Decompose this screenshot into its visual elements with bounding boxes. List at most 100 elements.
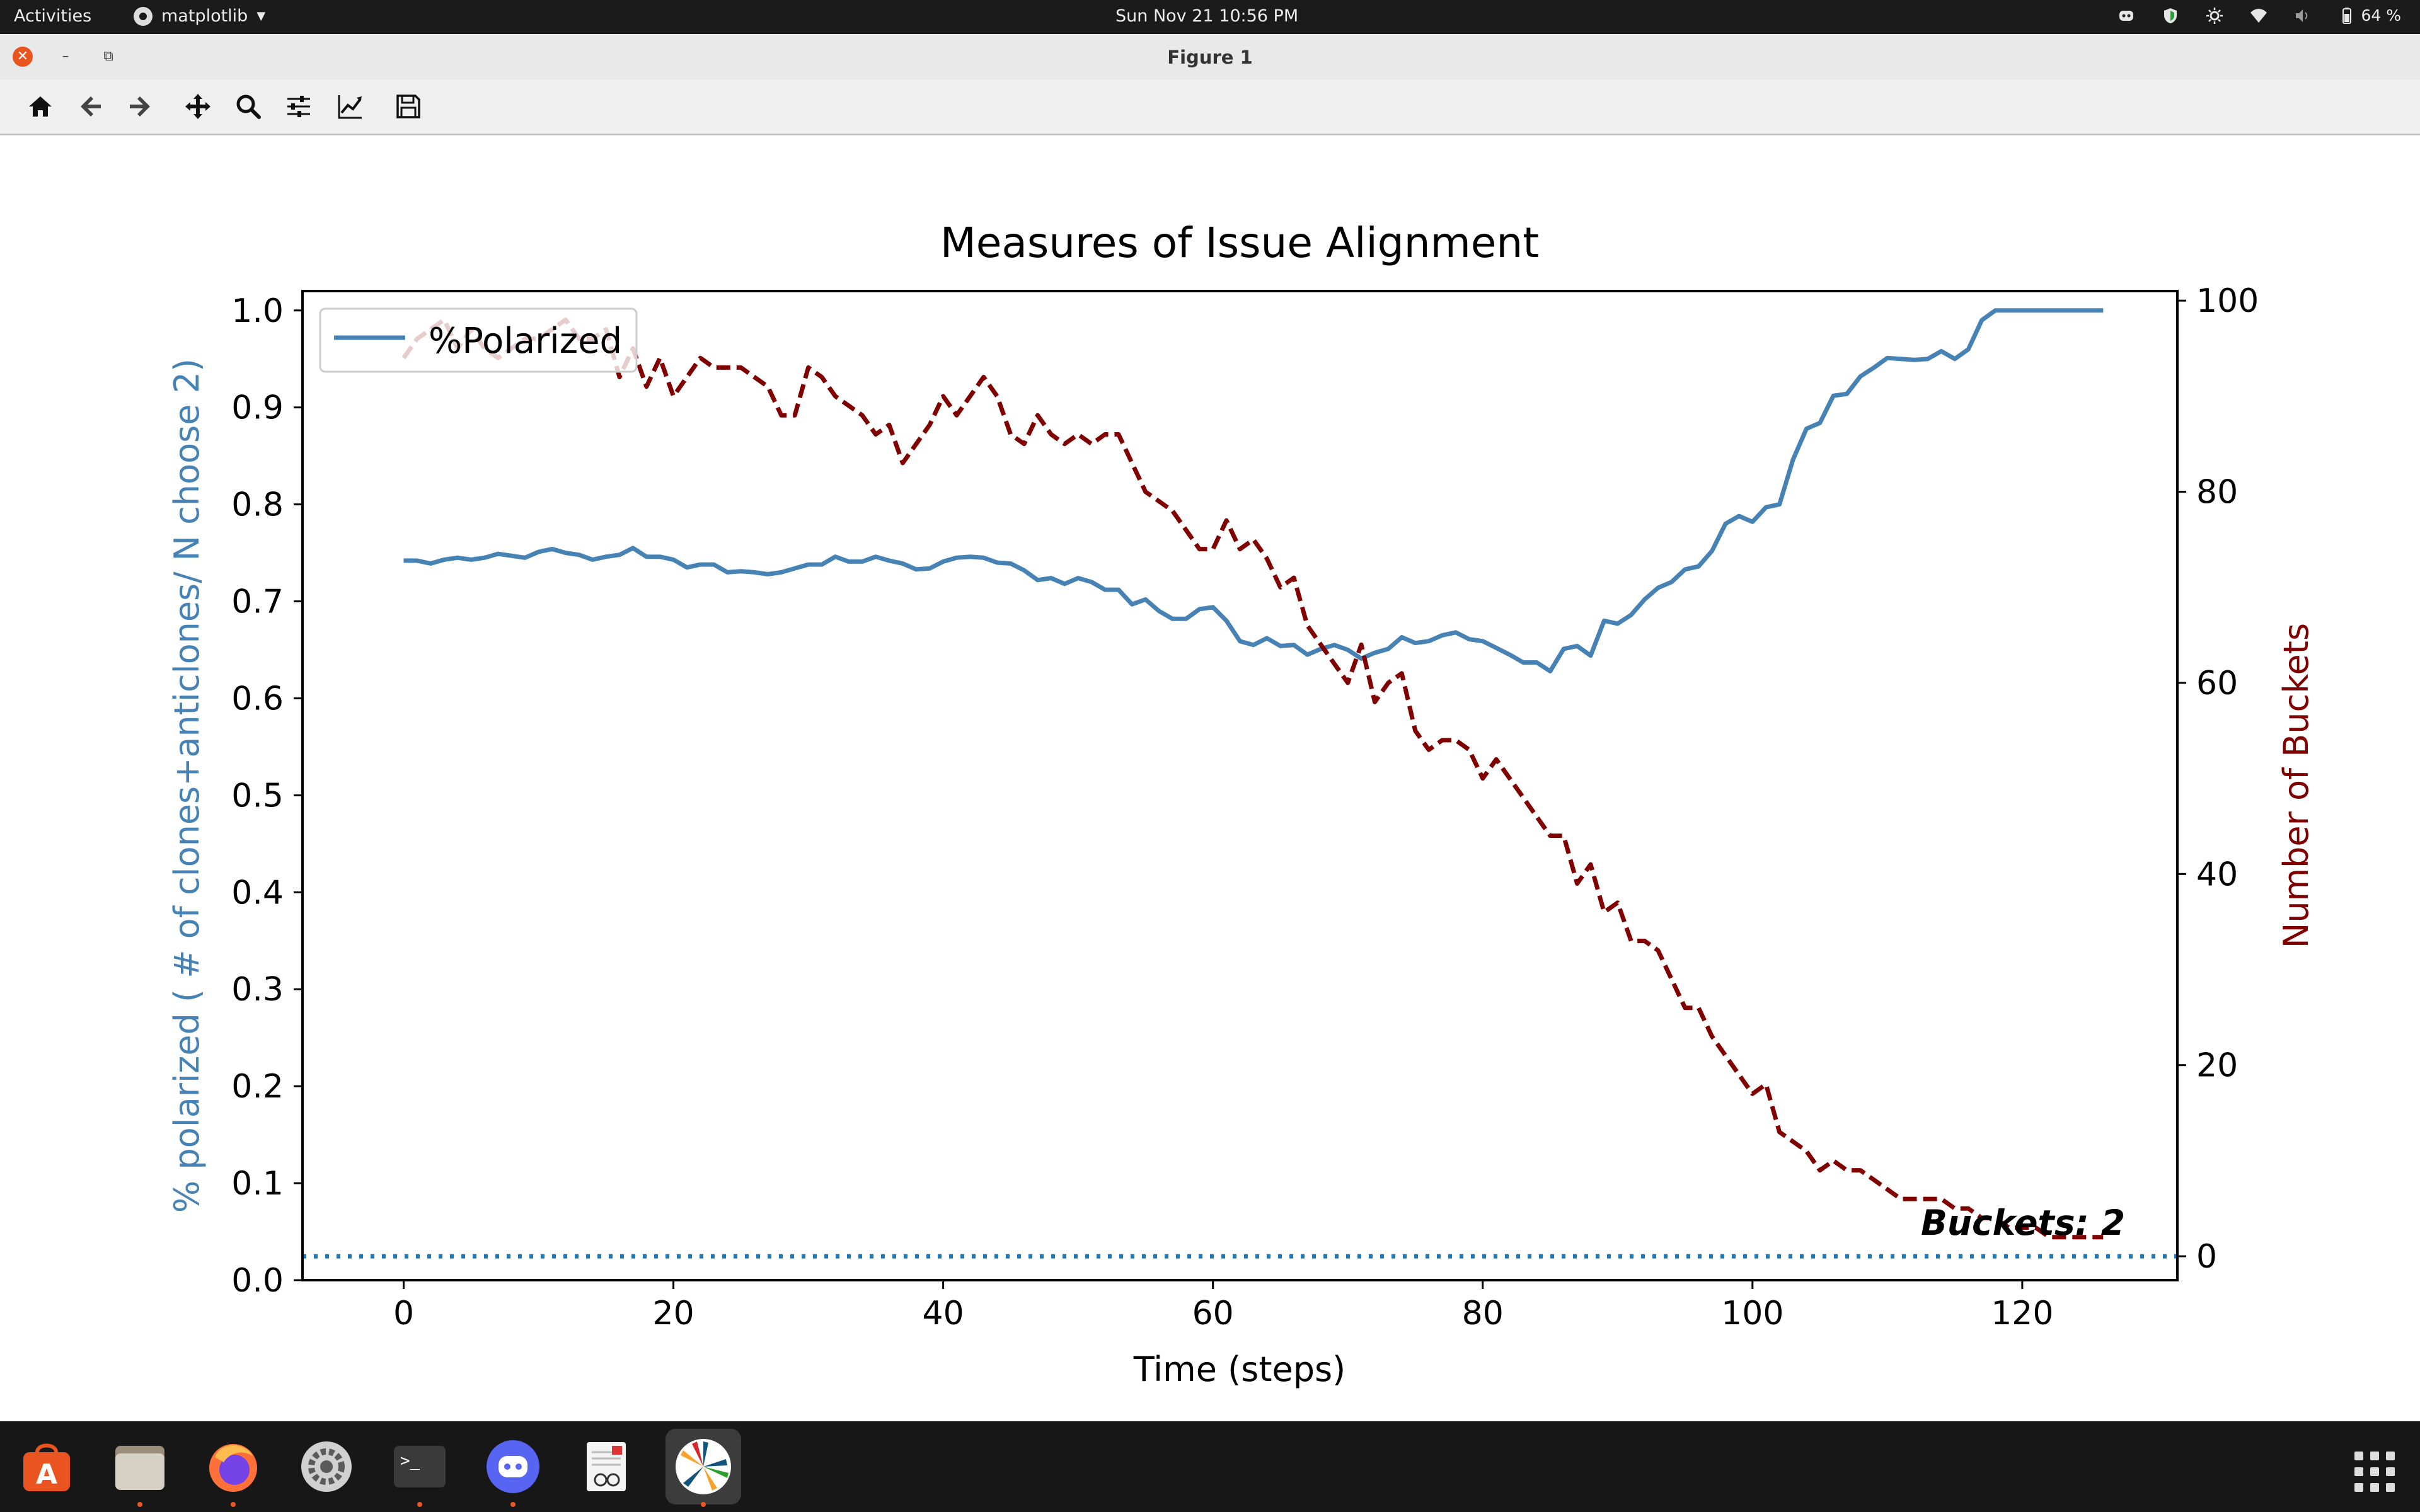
y-tick-label-left: 0.9 — [231, 389, 284, 427]
y-tick-label-right: 0 — [2196, 1238, 2217, 1276]
x-tick-label: 40 — [923, 1295, 964, 1332]
y-tick-label-left: 0.8 — [231, 486, 284, 524]
y-tick-label-right: 80 — [2196, 474, 2238, 512]
y-axis-label-right: Number of Buckets — [2276, 623, 2316, 948]
running-indicator — [701, 1502, 706, 1507]
software-store-icon: A — [23, 1443, 70, 1491]
y-tick-label-left: 0.4 — [231, 874, 284, 912]
window-title: Figure 1 — [1167, 47, 1253, 68]
brightness-icon[interactable] — [2206, 7, 2223, 25]
window-title-bar[interactable]: ✕ – ⧉ Figure 1 — [0, 34, 2420, 80]
y-tick-label-left: 0.2 — [231, 1068, 284, 1106]
app-menu[interactable]: matplotlib ▼ — [134, 6, 265, 26]
system-tray[interactable]: 64 % — [2118, 6, 2401, 25]
line-chart[interactable]: Measures of Issue Alignment 0 20 40 60 80 100… — [0, 135, 2420, 1421]
dock-terminal[interactable]: >_ — [388, 1435, 451, 1507]
zoom-button[interactable] — [232, 92, 265, 121]
running-indicator — [510, 1502, 516, 1507]
dock-discord[interactable] — [481, 1435, 544, 1507]
running-indicator — [417, 1502, 422, 1507]
x-tick-label: 120 — [1991, 1295, 2053, 1332]
x-tick-label: 0 — [393, 1295, 414, 1332]
wifi-icon[interactable] — [2250, 7, 2267, 25]
legend-label-polarized: %Polarized — [429, 321, 622, 362]
y-tick-label-right: 40 — [2196, 856, 2238, 893]
svg-text:>_: >_ — [400, 1452, 420, 1470]
pan-icon — [185, 94, 210, 119]
x-axis-label: Time (steps) — [1133, 1349, 1345, 1389]
matplotlib-icon — [676, 1439, 731, 1494]
firefox-icon — [209, 1444, 257, 1492]
chart-title: Measures of Issue Alignment — [940, 219, 1539, 267]
battery-indicator[interactable]: 64 % — [2338, 6, 2401, 25]
dock-settings[interactable] — [295, 1435, 358, 1498]
discord-tray-icon[interactable] — [2118, 7, 2135, 25]
minimize-window-button[interactable]: – — [55, 47, 76, 67]
y-tick-label-right: 20 — [2196, 1047, 2238, 1085]
forward-arrow-icon — [130, 96, 150, 117]
matplotlib-toolbar — [0, 79, 2420, 135]
buckets-annotation: Buckets: 2 — [1921, 1203, 2125, 1243]
dock-files[interactable] — [108, 1435, 171, 1507]
edit-axis-icon — [338, 95, 362, 119]
top-bar: Activities matplotlib ▼ Sun Nov 21 10:56… — [0, 0, 2420, 34]
activities-button[interactable]: Activities — [14, 6, 92, 26]
y-tick-label-left: 0.6 — [231, 680, 284, 718]
clock[interactable]: Sun Nov 21 10:56 PM — [1115, 6, 1299, 26]
save-figure-button[interactable] — [392, 92, 425, 121]
x-tick-label: 100 — [1721, 1295, 1783, 1332]
home-button[interactable] — [24, 92, 57, 121]
configure-subplots-button[interactable] — [282, 92, 315, 121]
y-tick-label-right: 60 — [2196, 665, 2238, 702]
matplotlib-app-icon — [134, 6, 153, 26]
save-icon — [396, 94, 420, 118]
configure-subplots-icon — [287, 96, 310, 117]
maximize-window-button[interactable]: ⧉ — [98, 47, 118, 67]
plot-frame — [301, 290, 2179, 1281]
y-axis-label-left: % polarized ( # of clones+anticlones/ N … — [167, 358, 207, 1213]
shield-icon[interactable] — [2162, 7, 2179, 25]
back-button[interactable] — [74, 92, 107, 121]
dock-matplotlib[interactable] — [666, 1429, 741, 1507]
svg-text:A: A — [36, 1458, 57, 1491]
y-tick-label-left: 0.1 — [231, 1165, 284, 1203]
close-window-button[interactable]: ✕ — [13, 47, 33, 67]
volume-muted-icon[interactable] — [2294, 7, 2312, 25]
dock-firefox[interactable] — [202, 1435, 265, 1507]
x-tick-label: 80 — [1462, 1295, 1504, 1332]
figure-canvas[interactable]: Measures of Issue Alignment 0 20 40 60 80 100… — [0, 135, 2420, 1421]
folder-icon — [115, 1446, 164, 1490]
home-icon — [29, 96, 52, 117]
show-applications-button[interactable] — [2354, 1452, 2395, 1492]
gear-icon — [301, 1441, 352, 1492]
dock-ubuntu-software[interactable]: A — [15, 1435, 78, 1498]
document-viewer-icon — [587, 1442, 626, 1491]
minimize-icon: – — [62, 49, 69, 64]
battery-icon — [2342, 7, 2352, 24]
forward-button[interactable] — [124, 92, 156, 121]
y-tick-label-left: 0.7 — [231, 583, 284, 621]
pan-button[interactable] — [182, 92, 214, 121]
maximize-icon: ⧉ — [103, 49, 113, 64]
y-tick-label-left: 0.5 — [231, 777, 284, 815]
running-indicator — [137, 1502, 142, 1507]
legend-box — [319, 307, 638, 373]
edit-axis-button[interactable] — [334, 92, 367, 121]
battery-percent: 64 % — [2361, 6, 2401, 25]
x-tick-label: 60 — [1192, 1295, 1234, 1332]
running-indicator — [231, 1502, 236, 1507]
chevron-down-icon: ▼ — [256, 9, 266, 23]
dock-document-viewer[interactable] — [575, 1435, 638, 1498]
series-line-polarized — [403, 308, 2104, 673]
series-line-buckets — [401, 318, 2104, 1240]
app-menu-label: matplotlib — [161, 6, 248, 26]
legend: %Polarized — [319, 307, 638, 373]
y-tick-label-left: 0.0 — [231, 1262, 284, 1300]
y-tick-label-left: 0.3 — [231, 971, 284, 1009]
y-tick-label-right: 100 — [2196, 282, 2259, 320]
x-tick-label: 20 — [652, 1295, 694, 1332]
discord-icon — [487, 1440, 539, 1493]
terminal-icon: >_ — [394, 1446, 446, 1487]
taskbar: A >_ — [0, 1421, 2420, 1512]
zoom-icon — [236, 94, 261, 119]
